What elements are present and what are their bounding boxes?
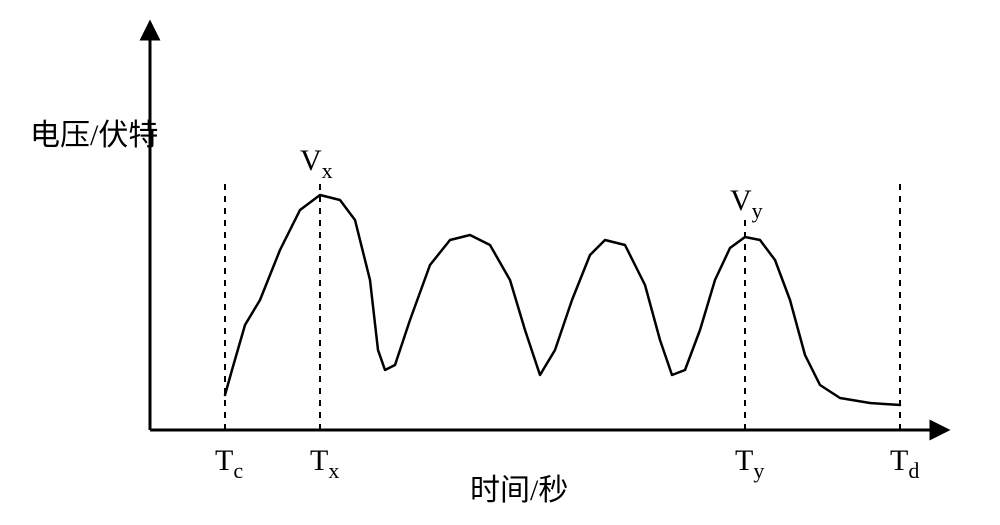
x-tick-label: Ty — [735, 444, 764, 483]
x-tick-label: Tx — [310, 444, 339, 483]
x-tick-label: Tc — [215, 444, 243, 483]
chart-svg: Tc Tx Ty Td Vx Vy — [0, 0, 1000, 525]
peak-label: Vy — [730, 184, 763, 223]
voltage-time-chart: Tc Tx Ty Td Vx Vy 电压/伏特 时间/秒 — [0, 0, 1000, 525]
x-tick-label: Td — [890, 444, 919, 483]
y-axis-label: 电压/伏特 — [30, 110, 158, 154]
peak-label: Vx — [300, 144, 333, 183]
x-axis-label: 时间/秒 — [470, 465, 568, 509]
